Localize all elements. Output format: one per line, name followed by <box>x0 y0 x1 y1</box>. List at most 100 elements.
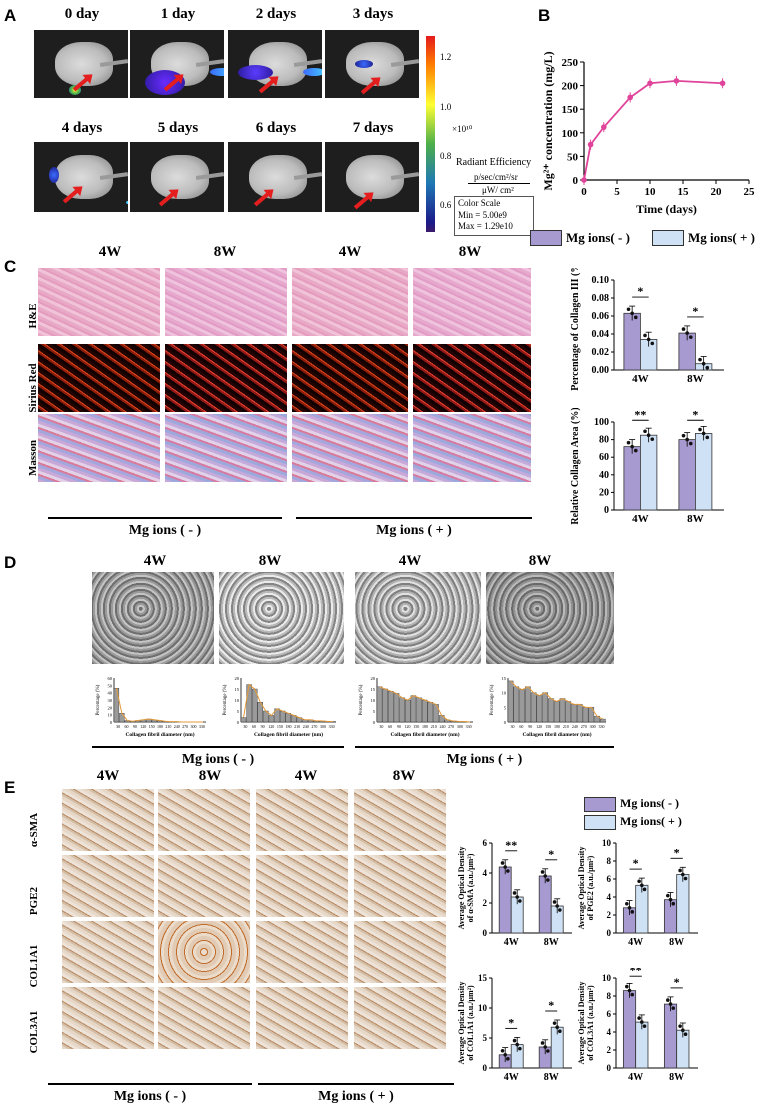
colorbar-tick: 0.6 <box>440 200 452 210</box>
legend-e-swatch-plus <box>584 815 616 830</box>
y-tick-label: 0.04 <box>592 329 610 340</box>
group-caption-minus: Mg ions ( - ) <box>113 1089 187 1104</box>
histogram-bar <box>113 688 120 723</box>
y-tick-label: 0 <box>110 720 113 725</box>
x-axis-label: Collagen fibril diameter (nm) <box>125 731 194 738</box>
histogram-bar <box>388 691 394 723</box>
x-tick-label: 90 <box>133 724 137 729</box>
chart-e-col1a1: 0 5 10 15 4W * 8W * Average Optical Densityof CO… <box>458 973 572 1083</box>
fluorescence-signal <box>238 65 273 80</box>
significance-star: * <box>637 284 643 298</box>
x-tick-label: 150 <box>545 724 551 729</box>
y-tick-label: 6 <box>607 874 612 884</box>
data-point <box>558 908 562 912</box>
x-tick-label: 210 <box>563 724 569 729</box>
ihc-image <box>354 987 446 1049</box>
y-axis-label-line: of COL1A1 (a.u./μm²) <box>466 985 475 1061</box>
data-point <box>685 331 689 335</box>
row-label: α-SMA <box>28 812 40 848</box>
y-axis-label-line: Average Optical Density <box>578 847 586 930</box>
x-tick-label: 210 <box>294 724 300 729</box>
data-point <box>681 1028 685 1032</box>
day-label: 2 days <box>255 6 297 22</box>
y-axis-label-line: Average Optical Density <box>578 982 586 1065</box>
y-tick-label: 0 <box>373 720 376 725</box>
color-scale-min: Min = 5.00e9 <box>458 210 507 220</box>
data-point <box>673 78 680 84</box>
panel-label-c: C <box>4 257 17 276</box>
group-underline-minus <box>48 517 282 519</box>
y-tick-label: 100 <box>594 417 609 428</box>
data-point <box>512 1038 517 1043</box>
y-tick-label: 100 <box>562 128 579 140</box>
he-image <box>38 268 160 336</box>
x-tick-label: 60 <box>125 724 129 729</box>
data-point <box>546 1049 550 1053</box>
y-axis-label: Average Optical Densityof COL1A1 (a.u./μ… <box>458 982 475 1065</box>
y-tick-label: 40 <box>599 470 609 481</box>
data-point <box>647 80 653 87</box>
group-caption-plus: Mg ions ( + ) <box>446 752 523 767</box>
data-point <box>581 177 587 183</box>
data-point <box>552 1021 557 1025</box>
bar <box>538 875 552 934</box>
group-underline-minus <box>48 1083 252 1085</box>
y-tick-label: 6 <box>483 838 488 848</box>
y-tick-label: 10 <box>235 698 240 703</box>
data-point <box>540 870 545 874</box>
column-header: 8W <box>258 553 282 569</box>
data-point <box>642 887 647 892</box>
y-axis-label-line: of PGE2 (a.u./μm²) <box>586 855 595 920</box>
distribution-curve <box>379 686 470 723</box>
masson-image <box>413 414 531 482</box>
sirius-red-image <box>413 344 531 412</box>
x-tick-label: 240 <box>572 724 578 729</box>
data-point <box>705 365 710 370</box>
y-tick-label: 0.00 <box>592 365 610 376</box>
panel-label-e: E <box>4 778 16 797</box>
y-tick-label: 2 <box>483 898 488 908</box>
data-point <box>627 988 632 993</box>
y-tick-label: 20 <box>599 487 609 498</box>
y-axis-label: Mg²⁺ concentration (mg/L) <box>541 51 555 190</box>
chart-e-alpha-sma: 0 2 4 6 4W ** 8W * Average Optical Densityof α-S… <box>458 838 572 948</box>
ivis-image <box>325 142 419 212</box>
ivis-image <box>130 30 224 98</box>
he-image <box>413 268 531 336</box>
histogram-d-8w-plus: 0 5 10 15 30 60 90 120 150 180 210 240 270 300 330 Coll… <box>490 676 606 738</box>
chart-c-collagen-iii: 0.00 0.02 0.04 0.06 0.08 0.10 4W * 8W * Percentage… <box>570 268 724 391</box>
y-tick-label: 30 <box>108 698 113 703</box>
x-tick-label: 270 <box>182 724 188 729</box>
row-label: PGE2 <box>28 886 40 916</box>
y-tick-label: 10 <box>502 691 507 696</box>
day-label: 1 day <box>160 6 196 22</box>
y-axis-label: Relative Collagen Area (%) <box>570 408 581 525</box>
histogram-bar <box>530 692 537 723</box>
data-point <box>500 861 505 865</box>
data-point <box>627 906 632 910</box>
ihc-image <box>62 987 154 1049</box>
ihc-image <box>256 855 348 917</box>
data-point <box>518 899 522 903</box>
data-point <box>705 435 710 440</box>
bar <box>623 446 641 511</box>
y-tick-label: 10 <box>602 973 612 983</box>
data-point <box>666 893 670 898</box>
bar <box>678 439 696 511</box>
y-tick-label: 60 <box>108 676 113 681</box>
data-point <box>701 361 706 366</box>
group-underline-plus <box>296 517 532 519</box>
data-point <box>642 1024 647 1028</box>
x-axis-label: Time (days) <box>636 202 697 216</box>
group-caption-minus: Mg ions ( - ) <box>128 523 202 538</box>
colorbar-tick: 1.2 <box>440 52 452 62</box>
data-point <box>633 448 638 453</box>
sirius-red-image <box>292 344 408 412</box>
data-point <box>630 910 635 914</box>
y-tick-label: 0.02 <box>592 347 610 358</box>
data-point <box>668 1002 673 1006</box>
legend-label-minus: Mg ions( - ) <box>566 230 630 245</box>
distribution-curve <box>510 680 604 720</box>
masson-image <box>165 414 287 482</box>
data-point <box>540 1041 545 1045</box>
